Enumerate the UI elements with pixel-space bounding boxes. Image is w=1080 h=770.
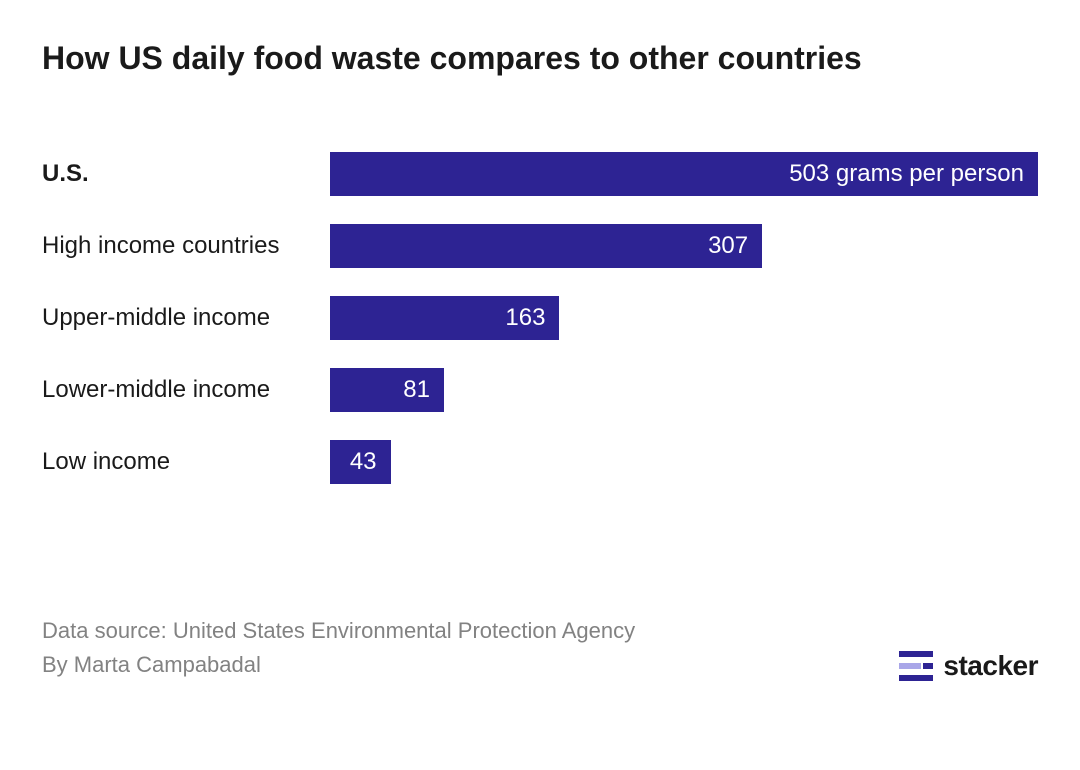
bar-value: 43 [350,448,377,476]
footer-text: Data source: United States Environmental… [42,614,635,682]
bar-area: 503 grams per person [330,152,1038,196]
chart-title: How US daily food waste compares to othe… [42,38,1038,78]
bar: 81 [330,368,444,412]
row-label: Low income [42,448,330,476]
bar-value: 307 [708,232,748,260]
bar: 43 [330,440,391,484]
bar-area: 163 [330,296,1038,340]
chart-row: High income countries 307 [42,224,1038,268]
bar-area: 43 [330,440,1038,484]
bar: 503 grams per person [330,152,1038,196]
chart-row: Lower-middle income 81 [42,368,1038,412]
bar: 307 [330,224,762,268]
bar: 163 [330,296,559,340]
row-label: U.S. [42,160,330,188]
stacker-logo-text: stacker [943,650,1038,682]
bar-area: 81 [330,368,1038,412]
chart-row: U.S. 503 grams per person [42,152,1038,196]
bar-value: 81 [403,376,430,404]
chart-row: Upper-middle income 163 [42,296,1038,340]
data-source: Data source: United States Environmental… [42,614,635,648]
bar-value: 503 grams per person [789,160,1024,188]
bar-area: 307 [330,224,1038,268]
stacker-logo-icon [899,651,933,681]
bar-value: 163 [505,304,545,332]
chart-row: Low income 43 [42,440,1038,484]
row-label: Lower-middle income [42,376,330,404]
byline: By Marta Campabadal [42,648,635,682]
bar-chart: U.S. 503 grams per person High income coun… [42,152,1038,484]
chart-footer: Data source: United States Environmental… [42,614,1038,682]
row-label: Upper-middle income [42,304,330,332]
stacker-logo: stacker [899,650,1038,682]
row-label: High income countries [42,232,330,260]
